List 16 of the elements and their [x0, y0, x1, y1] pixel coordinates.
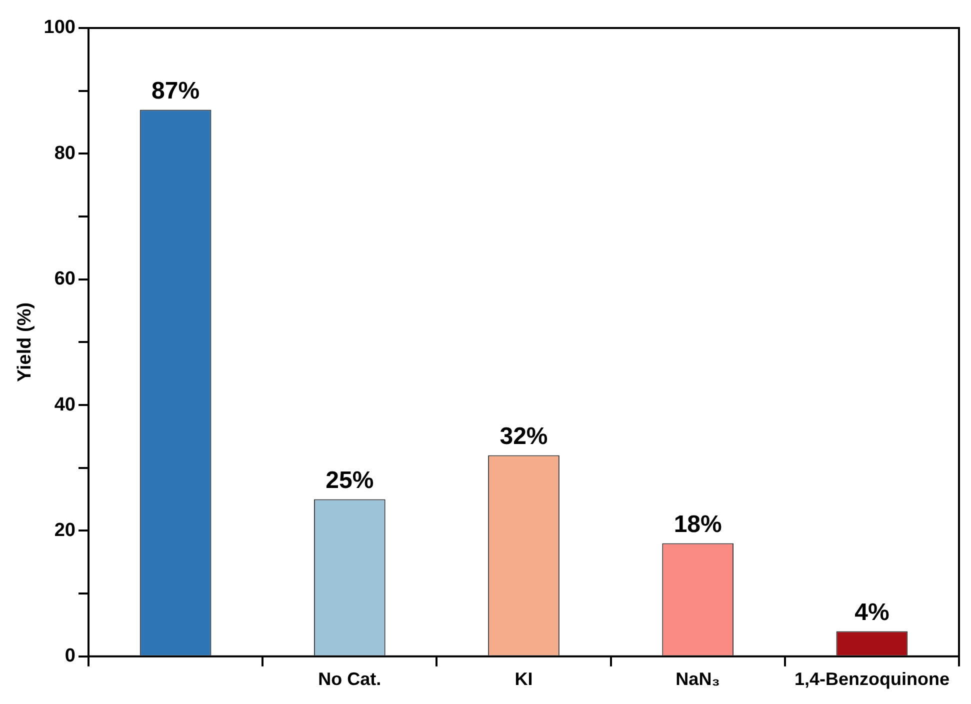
x-tick-label: No Cat.	[318, 669, 382, 690]
y-tick-label: 20	[54, 520, 76, 541]
data-label: 4%	[854, 598, 890, 626]
x-tick-label: KI	[514, 669, 533, 690]
y-tick-label: 60	[54, 268, 76, 290]
y-axis-title: Yield (%)	[14, 302, 36, 382]
y-tick-label: 80	[54, 142, 76, 164]
data-label: 25%	[326, 466, 374, 494]
data-label: 32%	[500, 422, 548, 450]
data-label: 18%	[674, 510, 722, 538]
y-tick-label: 0	[64, 646, 76, 667]
x-tick-label: NaN₃	[676, 669, 720, 690]
x-tick-label: 1,4-Benzoquinone	[794, 669, 950, 690]
y-tick-label: 100	[44, 17, 76, 38]
data-label: 87%	[152, 77, 200, 104]
y-tick-label: 40	[54, 394, 76, 416]
